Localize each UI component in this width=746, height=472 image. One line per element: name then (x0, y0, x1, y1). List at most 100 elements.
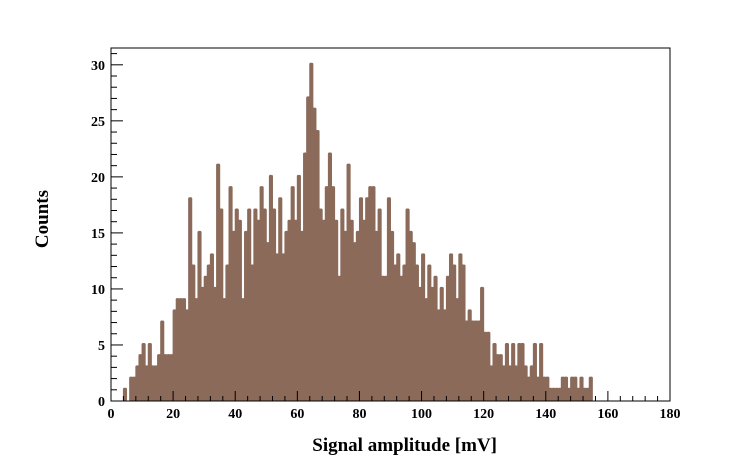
histogram-bar (470, 320, 475, 401)
histogram-bar (390, 230, 395, 401)
histogram-bar (492, 342, 497, 401)
y-tick-label: 10 (91, 283, 105, 298)
histogram-bar (327, 152, 332, 401)
histogram-bar (476, 320, 482, 401)
histogram-bar (181, 298, 187, 401)
histogram-bar (197, 230, 202, 401)
histogram-bar (368, 186, 373, 401)
histogram-bar (445, 275, 451, 401)
histogram-bar (517, 342, 522, 401)
x-axis-title: Signal amplitude [mV] (312, 435, 497, 456)
histogram-bar (278, 197, 283, 401)
histogram-bar (166, 354, 171, 401)
histogram-bar (259, 186, 264, 401)
histogram-bar (545, 376, 550, 401)
histogram-bar (417, 286, 423, 401)
histogram-bar (244, 230, 249, 401)
histogram-bar (358, 197, 364, 401)
histogram-bar (430, 286, 435, 401)
histogram-bar (231, 230, 236, 401)
histogram-bar (554, 387, 559, 401)
histogram-bar (383, 275, 388, 401)
histogram-bar (216, 163, 221, 401)
histogram-bar (265, 242, 270, 401)
histogram-bar (309, 62, 314, 402)
histogram-bar (560, 376, 565, 401)
histogram-bar (588, 376, 593, 401)
histogram-bar (551, 387, 556, 401)
histogram-bar (495, 354, 500, 401)
y-tick-label: 20 (91, 171, 105, 186)
histogram-bar (439, 286, 444, 401)
histogram-bar (511, 342, 516, 401)
histogram-bar (386, 197, 391, 401)
plot-frame (110, 47, 671, 402)
histogram-bar (185, 309, 190, 401)
histogram-bar (132, 376, 137, 401)
histogram-bar (337, 275, 342, 401)
histogram-bar (281, 253, 286, 401)
histogram-bar (489, 365, 494, 401)
histogram-bar (250, 264, 255, 401)
histogram-bar (271, 208, 277, 401)
histogram-bar (362, 219, 367, 401)
histogram-bar (191, 264, 196, 401)
tick-marks (110, 53, 671, 402)
histogram-bar (424, 298, 429, 401)
histogram-bar (135, 365, 140, 401)
histogram-bar (203, 275, 208, 401)
histogram-bar (535, 376, 541, 401)
histogram-bar (352, 242, 357, 401)
histogram-bar (206, 264, 211, 401)
histogram-bar (175, 298, 180, 401)
y-tick-label: 15 (91, 227, 105, 242)
histogram-bar (402, 264, 407, 401)
histogram-bar (234, 208, 239, 401)
histogram-bar (157, 354, 162, 401)
histogram-bar (247, 208, 252, 401)
histogram-bar (520, 342, 525, 401)
histogram-bar (455, 298, 460, 401)
x-tick-label: 120 (473, 407, 494, 422)
histogram-bar (585, 387, 590, 401)
histogram-bar (529, 365, 534, 401)
histogram-bar (122, 387, 128, 401)
histogram-bar (548, 387, 553, 401)
histogram-bar (212, 286, 218, 401)
histogram-bar (514, 365, 519, 401)
histogram-bar (573, 376, 578, 401)
histogram-bar (138, 354, 143, 401)
histogram-bar (433, 275, 438, 401)
histogram-bar (321, 219, 326, 401)
histogram-bar (163, 354, 168, 401)
histogram-bar (299, 230, 305, 401)
tick-labels: 0 20 40 60 80 100 120 140 160 180 0 5 10 15 20 25 30 (91, 59, 681, 422)
x-tick-label: 180 (660, 407, 681, 422)
histogram-bar (178, 298, 183, 401)
histogram-bar (169, 354, 174, 401)
x-tick-label: 140 (535, 407, 556, 422)
histogram-bar (293, 219, 298, 401)
histogram-bar (542, 376, 547, 401)
histogram-bar (147, 342, 152, 401)
histogram-bar (296, 174, 301, 401)
histogram-bar (318, 208, 323, 401)
histogram-bar (160, 320, 165, 401)
histogram-bar (188, 197, 193, 401)
histogram-bar (467, 309, 472, 401)
histogram-bar (380, 275, 385, 401)
histogram-bar (436, 309, 441, 401)
histogram-bar (253, 208, 258, 401)
histogram-bar (526, 376, 531, 401)
y-tick-label: 0 (98, 395, 105, 410)
histogram-bar (219, 208, 224, 401)
histogram-bar (312, 107, 317, 401)
histogram-bar (557, 387, 562, 401)
histogram-bar (340, 208, 345, 401)
x-tick-label: 80 (352, 407, 366, 422)
histogram-bar (408, 230, 413, 401)
x-tick-label: 160 (597, 407, 618, 422)
histogram-bar (209, 253, 214, 401)
histogram-bar (570, 376, 575, 401)
